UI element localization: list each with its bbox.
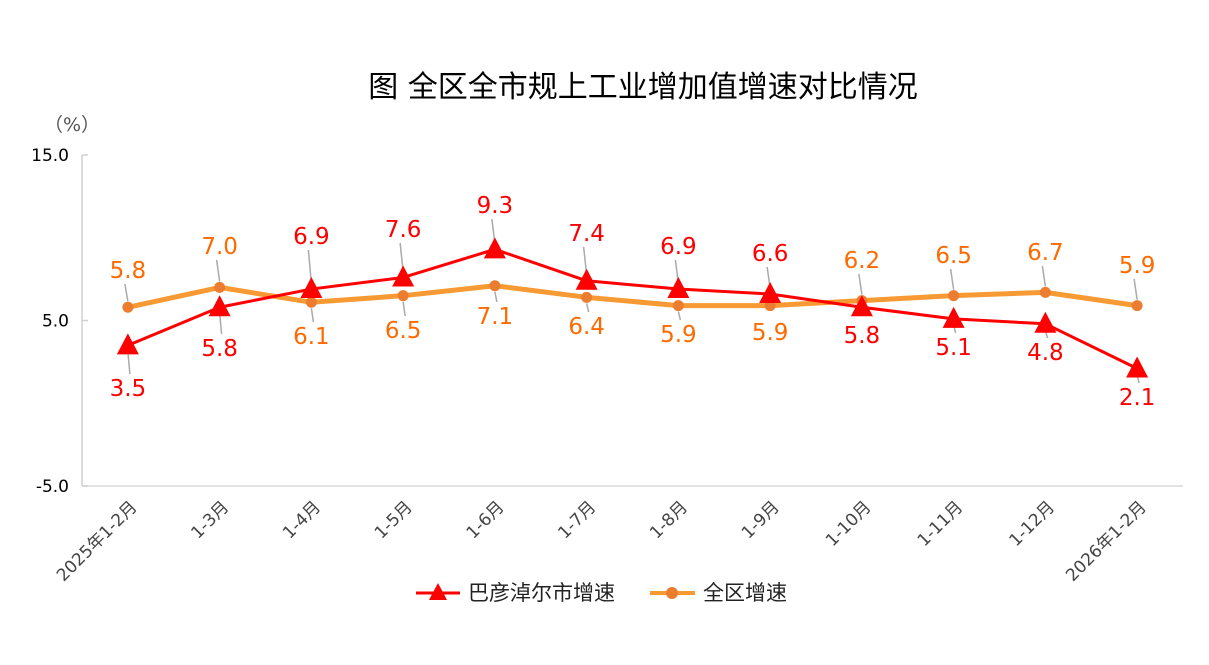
data-point-triangle (392, 265, 415, 287)
y-tick-label: 5.0 (42, 312, 69, 332)
data-point-triangle (667, 277, 690, 299)
leader-line (858, 273, 863, 295)
x-tick-label: 1-10月 (822, 497, 875, 550)
data-label: 7.0 (201, 234, 238, 260)
data-label: 6.1 (293, 324, 330, 350)
data-point-circle (305, 296, 317, 308)
data-label: 9.3 (477, 193, 514, 219)
data-label: 7.4 (568, 221, 605, 247)
data-point-triangle (208, 295, 231, 317)
y-tick-label: 15.0 (31, 146, 69, 166)
data-label: 3.5 (110, 376, 147, 402)
x-tick-label: 2026年1-2月 (1062, 497, 1150, 585)
leader-line (402, 301, 406, 317)
leader-line (124, 283, 129, 302)
data-label: 5.9 (752, 320, 789, 346)
data-label: 5.8 (110, 258, 147, 284)
leader-line (585, 303, 590, 313)
leader-line (949, 268, 955, 290)
data-label: 4.8 (1027, 340, 1064, 366)
data-label: 5.1 (935, 335, 972, 361)
data-label: 5.9 (1119, 253, 1156, 279)
x-tick-label: 1-6月 (463, 497, 509, 543)
x-tick-label: 1-12月 (1005, 497, 1058, 550)
x-tick-label: 1-7月 (554, 497, 600, 543)
x-tick-label: 1-4月 (279, 497, 325, 543)
series-line-city (127, 247, 1138, 370)
x-tick-label: 1-3月 (187, 497, 233, 543)
data-point-triangle (116, 333, 139, 355)
x-tick-label: 1-5月 (371, 497, 417, 543)
data-point-triangle (575, 268, 598, 290)
leader-line (1041, 265, 1047, 287)
data-label: 6.4 (568, 314, 605, 340)
series-line-region (127, 283, 1138, 310)
data-label: 2.1 (1119, 385, 1156, 411)
data-point-triangle (759, 282, 782, 304)
x-tick-label: 1-11月 (914, 497, 967, 550)
data-label: 7.1 (477, 304, 514, 330)
legend-triangle-icon (429, 583, 447, 600)
data-label: 6.2 (844, 248, 881, 274)
data-label: 6.5 (935, 243, 972, 269)
chart-title: 图 全区全市规上工业增加值增速对比情况 (368, 70, 918, 105)
x-tick-label: 2025年1-2月 (53, 497, 141, 585)
y-tick-label: -5.0 (36, 477, 69, 497)
data-point-circle (489, 280, 501, 292)
data-label: 6.5 (385, 318, 422, 344)
legend-circle-icon (666, 587, 678, 599)
data-point-circle (948, 290, 960, 302)
data-point-circle (214, 281, 226, 293)
data-point-triangle (483, 237, 506, 259)
data-point-circle (672, 300, 684, 312)
data-label: 6.9 (660, 234, 697, 260)
data-point-circle (1039, 286, 1051, 298)
leader-line (307, 249, 313, 284)
x-tick-label: 1-9月 (738, 497, 784, 543)
y-axis-unit: （%） (44, 114, 100, 136)
data-point-circle (1131, 300, 1143, 312)
x-tick-label: 1-8月 (646, 497, 692, 543)
data-point-triangle (300, 277, 323, 299)
leader-line (310, 308, 315, 323)
leader-line (215, 259, 221, 282)
data-point-circle (122, 301, 134, 313)
data-label: 5.8 (201, 336, 238, 362)
data-point-circle (397, 290, 409, 302)
leader-line (494, 291, 498, 303)
leader-line (1133, 278, 1138, 300)
leader-line (127, 351, 131, 375)
data-label: 5.9 (660, 322, 697, 348)
data-point-triangle (850, 295, 873, 317)
data-label: 6.6 (752, 241, 789, 267)
leader-line (677, 311, 682, 321)
data-label: 6.9 (293, 224, 330, 250)
data-point-circle (581, 291, 593, 303)
legend-label-region: 全区增速 (703, 581, 787, 605)
legend-label-city: 巴彦淖尔市增速 (468, 581, 615, 605)
legend: 巴彦淖尔市增速 全区增速 (416, 581, 787, 605)
leader-line (218, 313, 223, 335)
data-point-triangle (942, 306, 965, 328)
data-label: 6.7 (1027, 240, 1064, 266)
data-label: 7.6 (385, 217, 422, 243)
data-point-triangle (1034, 311, 1057, 333)
data-label: 5.8 (844, 323, 881, 349)
data-point-triangle (1126, 356, 1149, 378)
